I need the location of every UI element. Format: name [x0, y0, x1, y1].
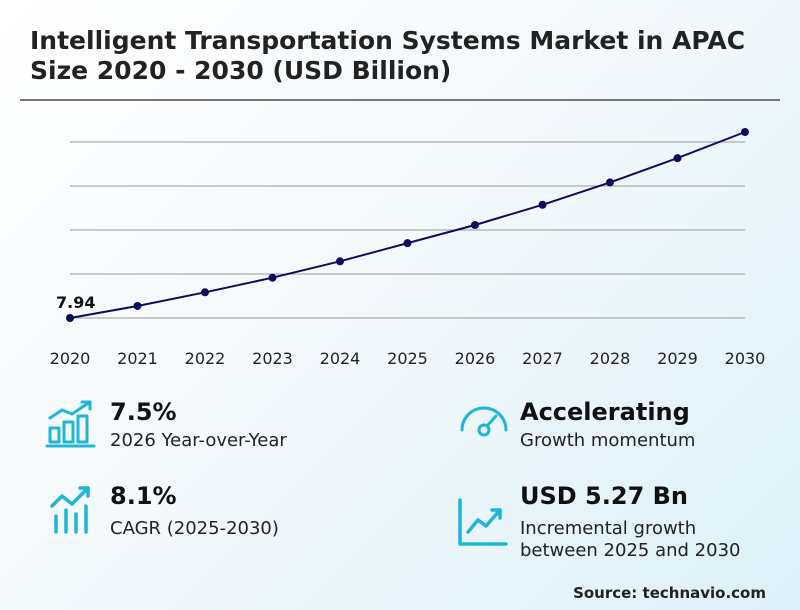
- x-tick-2028: 2028: [590, 349, 631, 368]
- data-point-2028: [606, 178, 614, 187]
- data-point-2021: [133, 301, 142, 310]
- incremental-label-line1: Incremental growth: [520, 518, 697, 539]
- x-tick-2027: 2027: [522, 349, 563, 368]
- series-line-layer: [69, 131, 746, 319]
- x-tick-2030: 2030: [725, 349, 766, 368]
- trend-bars-icon: [48, 484, 104, 540]
- incremental-label-line2: between 2025 and 2030: [520, 540, 741, 561]
- data-points: [66, 128, 749, 322]
- x-axis-tick-labels: 2020 2021 2022 2023 2024 2025 2026 2027 2028 2029…: [50, 349, 766, 368]
- momentum-value: Accelerating: [520, 398, 690, 426]
- x-tick-2029: 2029: [657, 349, 698, 368]
- x-tick-2020: 2020: [50, 349, 91, 368]
- x-tick-2026: 2026: [455, 349, 496, 368]
- data-labels: 7.94: [56, 293, 95, 312]
- x-tick-2023: 2023: [252, 349, 293, 368]
- data-point-2026: [471, 221, 479, 229]
- momentum-label: Growth momentum: [520, 430, 696, 451]
- data-point-2025: [403, 239, 412, 248]
- chart-title: Intelligent Transportation Systems Marke…: [30, 26, 746, 85]
- x-tick-2021: 2021: [117, 349, 158, 368]
- title-divider: [20, 99, 780, 101]
- series-line: [69, 131, 746, 319]
- data-label-2020: 7.94: [56, 293, 95, 312]
- line-chart: 2020 2021 2022 2023 2024 2025 2026 2027 2028 2029…: [50, 128, 766, 368]
- bar-chart-growth-icon: [44, 398, 100, 454]
- data-point-2029: [673, 154, 682, 163]
- cagr-label: CAGR (2025-2030): [110, 518, 279, 539]
- data-point-2020: [66, 314, 74, 322]
- data-point-2023: [268, 273, 277, 282]
- grid-lines: [70, 141, 745, 319]
- cagr-value: 8.1%: [110, 482, 177, 510]
- speedometer-icon: [456, 398, 512, 454]
- x-tick-2025: 2025: [387, 349, 428, 368]
- trend-chart-icon: [456, 496, 512, 552]
- yoy-label: 2026 Year-over-Year: [110, 430, 287, 451]
- incremental-value: USD 5.27 Bn: [520, 482, 688, 510]
- data-point-2024: [336, 257, 344, 266]
- source-credit: Source: technavio.com: [573, 584, 766, 602]
- yoy-value: 7.5%: [110, 398, 177, 426]
- data-point-2022: [201, 288, 209, 297]
- x-tick-2024: 2024: [320, 349, 361, 368]
- data-point-2027: [538, 200, 547, 209]
- data-point-2030: [741, 128, 749, 136]
- x-tick-2022: 2022: [185, 349, 226, 368]
